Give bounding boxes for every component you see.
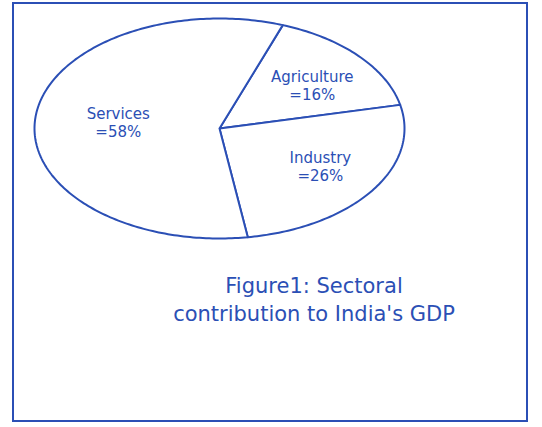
svg-text:Industry=26%: Industry=26% <box>289 149 351 185</box>
svg-text:Agriculture=16%: Agriculture=16% <box>271 68 354 104</box>
html-text:Figure1: Sectoral contribution: Figure1: Sectoral contribution to India'… <box>173 274 455 326</box>
svg-text:Services=58%: Services=58% <box>87 105 150 141</box>
